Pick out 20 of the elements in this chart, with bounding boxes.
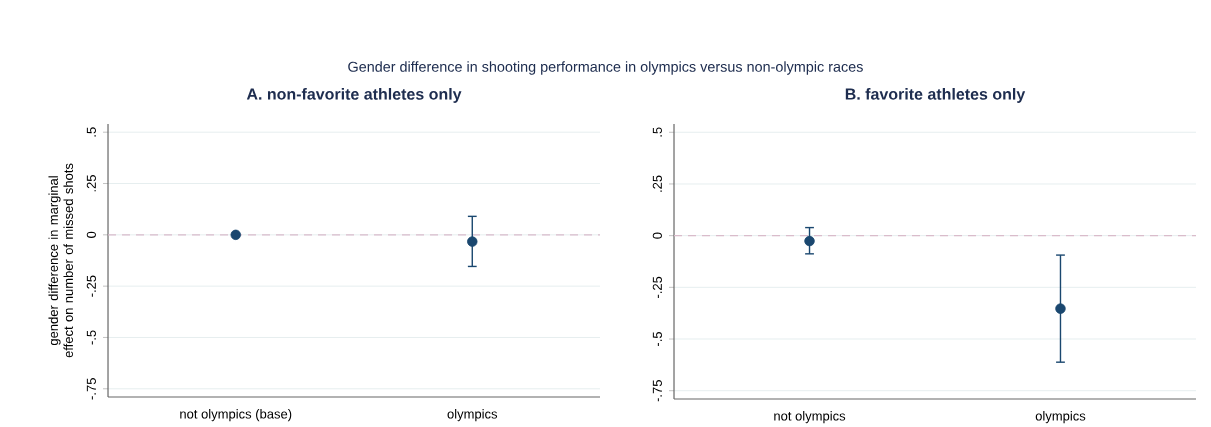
y-tick-label: -.5 <box>652 331 662 347</box>
chart-title: B. favorite athletes only <box>845 88 1026 103</box>
text: Gender difference in shooting performance in olympics versus non-olympic races <box>348 61 863 75</box>
x-tick-label: olympics <box>447 409 498 422</box>
y-tick-label: .25 <box>652 175 662 192</box>
y-axis-title: gender difference in marginal effect on number of missed shots <box>48 163 74 358</box>
x-tick-label: not olympics <box>774 411 846 424</box>
y-tick-label: 0 <box>652 232 662 239</box>
chart-title: A. non-favorite athletes only <box>246 88 462 103</box>
y-tick-label: -.25 <box>652 276 662 298</box>
y-tick-label: -.25 <box>86 275 96 297</box>
y-tick-label: 0 <box>86 231 96 238</box>
y-tick-label: .25 <box>86 175 96 192</box>
y-tick-label: .5 <box>652 127 662 137</box>
y-tick-label: -.75 <box>652 380 662 402</box>
y-tick-label: .5 <box>86 127 96 137</box>
y-tick-label: -.75 <box>86 378 96 400</box>
x-tick-label: not olympics (base) <box>180 409 292 422</box>
x-tick-label: olympics <box>1035 411 1086 424</box>
y-tick-label: -.5 <box>86 330 96 345</box>
